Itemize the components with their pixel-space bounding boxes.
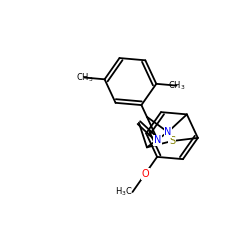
Text: CH$_3$: CH$_3$ [168, 79, 185, 92]
Text: S: S [169, 136, 175, 146]
Text: N: N [154, 135, 162, 145]
Text: CH$_3$: CH$_3$ [76, 71, 93, 84]
Text: N: N [164, 127, 172, 137]
Text: H$_3$C: H$_3$C [115, 186, 132, 198]
Text: O: O [142, 169, 149, 179]
